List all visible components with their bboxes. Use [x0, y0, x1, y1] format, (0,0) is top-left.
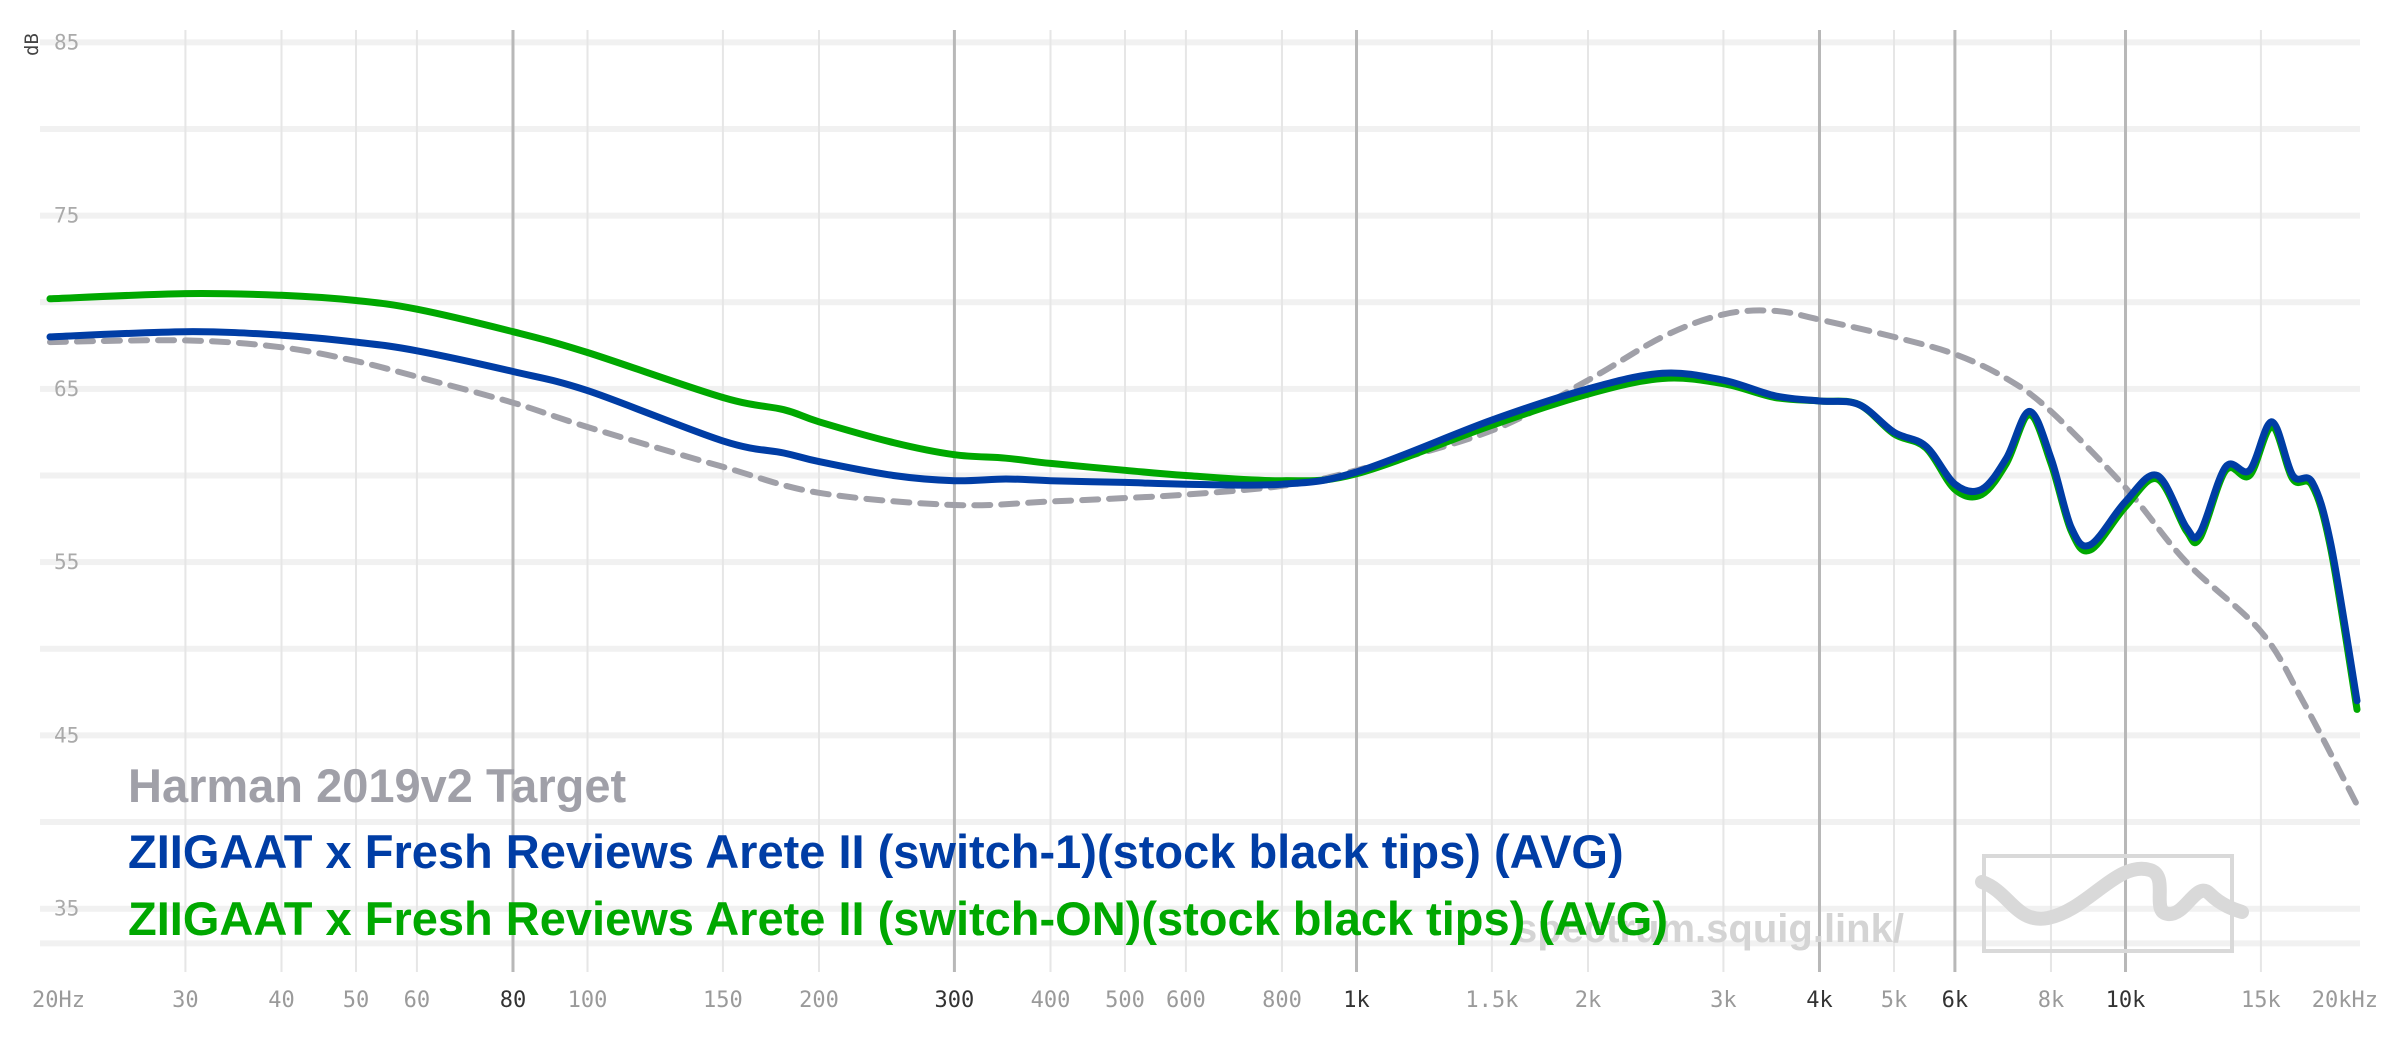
watermark-text: spectrum.squig.link/ — [1515, 907, 1904, 951]
watermark: spectrum.squig.link/ — [1515, 854, 2249, 953]
y-tick-label: 55 — [54, 550, 79, 574]
x-tick-label: 500 — [1105, 988, 1145, 1013]
legend-entry-1: Harman 2019v2 Target — [128, 759, 626, 812]
series-line-1 — [47, 307, 2360, 808]
y-tick-label: 75 — [54, 204, 79, 228]
x-tick-label: 8k — [2038, 988, 2065, 1013]
x-tick-label: 40 — [268, 988, 295, 1013]
y-tick-label: 65 — [54, 377, 79, 401]
x-tick-label: 80 — [500, 988, 527, 1013]
x-tick-label: 20kHz — [2312, 988, 2378, 1013]
x-tick-label: 600 — [1166, 988, 1206, 1013]
y-tick-label: 45 — [54, 723, 79, 747]
x-tick-label: 20Hz — [32, 988, 85, 1013]
x-tick-label: 30 — [172, 988, 199, 1013]
legend: Harman 2019v2 Target ZIIGAAT x Fresh Revi… — [128, 759, 1668, 945]
x-tick-label: 800 — [1262, 988, 1302, 1013]
squiggle-logo-icon — [1975, 854, 2249, 953]
x-tick-label: 100 — [568, 988, 608, 1013]
legend-entry-3: ZIIGAAT x Fresh Reviews Arete II (switch… — [128, 892, 1668, 945]
x-axis-tick-labels: 20Hz 30 40 50 60 80 100 150 200 300 400 500 600 800 1k… — [32, 988, 2378, 1013]
x-tick-label: 60 — [404, 988, 431, 1013]
y-axis-unit-label: dB — [21, 33, 43, 56]
x-tick-label: 6k — [1942, 988, 1969, 1013]
y-tick-label: 35 — [54, 897, 79, 921]
y-axis-tick-labels: 85 75 65 55 45 35 — [54, 30, 79, 920]
x-tick-label: 50 — [343, 988, 370, 1013]
x-tick-label: 2k — [1575, 988, 1602, 1013]
legend-entry-2: ZIIGAAT x Fresh Reviews Arete II (switch… — [128, 825, 1624, 878]
x-tick-label: 400 — [1031, 988, 1071, 1013]
x-tick-label: 1k — [1343, 988, 1370, 1013]
x-tick-label: 15k — [2241, 988, 2281, 1013]
x-tick-label: 3k — [1710, 988, 1737, 1013]
x-tick-label: 5k — [1881, 988, 1908, 1013]
vertical-gridlines — [184, 30, 2262, 972]
x-tick-label: 300 — [935, 988, 975, 1013]
x-tick-label: 1.5k — [1465, 988, 1518, 1013]
x-tick-label: 10k — [2106, 988, 2146, 1013]
x-tick-label: 150 — [703, 988, 743, 1013]
series-line-2 — [46, 328, 2361, 705]
x-tick-label: 200 — [799, 988, 839, 1013]
x-tick-label: 4k — [1806, 988, 1833, 1013]
y-tick-label: 85 — [54, 30, 79, 54]
series-layer — [46, 289, 2361, 808]
